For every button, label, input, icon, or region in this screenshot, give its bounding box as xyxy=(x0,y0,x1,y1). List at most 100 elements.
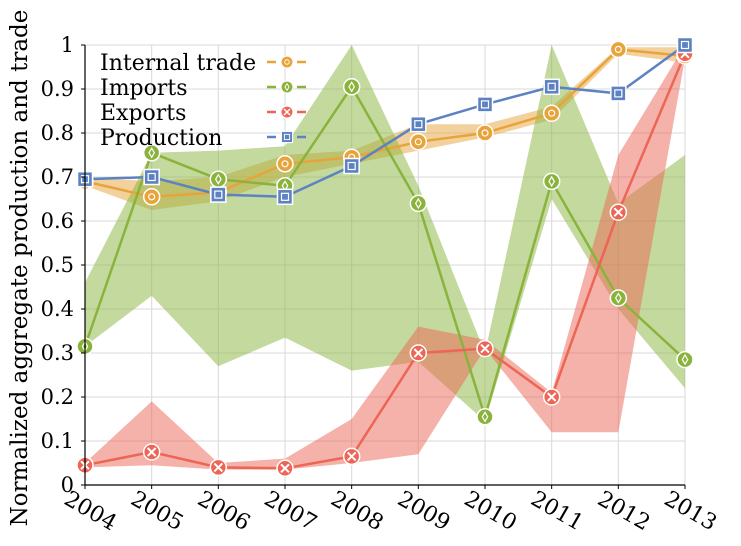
marker-inner xyxy=(280,463,290,473)
legend-marker-internal-trade xyxy=(280,55,294,69)
point-exports xyxy=(409,344,428,362)
x-tick-label: 2007 xyxy=(260,487,321,537)
point-production xyxy=(676,36,694,54)
marker-inner xyxy=(281,160,289,168)
point-production xyxy=(210,186,227,203)
marker-inner xyxy=(614,45,622,54)
marker-inner xyxy=(414,120,423,129)
marker-shape xyxy=(542,104,561,122)
y-tick-label: 0.7 xyxy=(41,165,74,189)
point-internal-trade xyxy=(476,124,494,142)
x-tick-label: 2009 xyxy=(393,487,454,537)
marker-inner xyxy=(346,451,357,462)
marker-shape xyxy=(280,55,294,69)
marker-shape xyxy=(276,188,294,206)
point-exports xyxy=(209,458,228,477)
point-internal-trade xyxy=(542,104,561,122)
marker-inner xyxy=(480,100,490,109)
marker-inner xyxy=(283,133,291,141)
x-tick-label: 2012 xyxy=(593,487,654,537)
marker-inner xyxy=(613,207,624,217)
marker-shape xyxy=(142,188,161,206)
marker-inner xyxy=(214,173,222,185)
point-internal-trade xyxy=(409,133,428,151)
marker-shape xyxy=(210,186,227,203)
line-exports xyxy=(84,53,687,470)
marker-inner xyxy=(280,192,290,201)
point-imports xyxy=(209,170,228,188)
legend-label-internal-trade: Internal trade xyxy=(100,51,256,76)
marker-shape xyxy=(609,289,628,307)
legend-marker-imports xyxy=(280,80,294,94)
point-internal-trade xyxy=(609,40,628,59)
legend-label-production: Production xyxy=(100,126,222,151)
point-production xyxy=(143,168,160,186)
point-internal-trade xyxy=(142,188,161,206)
point-internal-trade xyxy=(276,155,294,173)
marker-inner xyxy=(481,411,489,423)
y-tick-label: 0.8 xyxy=(41,121,74,145)
y-tick-label: 0.6 xyxy=(41,209,74,233)
legend-marker-production xyxy=(280,130,294,144)
legend-label-imports: Imports xyxy=(100,76,188,101)
marker-inner xyxy=(481,129,489,137)
marker-inner xyxy=(547,82,556,91)
x-axis-ticks: 2004 2005 2006 2007 2008 2009 2010 2011 2012 2013 xyxy=(60,485,721,536)
marker-shape xyxy=(343,157,360,175)
marker-shape xyxy=(542,172,561,191)
marker-inner xyxy=(283,108,291,116)
x-tick-label: 2005 xyxy=(126,487,187,537)
marker-shape xyxy=(676,36,694,54)
legend-marker-exports xyxy=(280,105,294,119)
marker-inner xyxy=(548,109,556,117)
marker-shape xyxy=(276,155,294,173)
point-production xyxy=(410,115,427,133)
line-production xyxy=(84,43,686,199)
y-tick-label: 0.5 xyxy=(41,253,74,277)
marker-inner xyxy=(614,89,623,98)
y-tick-label: 0.9 xyxy=(41,77,74,101)
marker-shape xyxy=(476,124,494,142)
point-production xyxy=(276,188,294,206)
y-tick-label: 0.1 xyxy=(41,429,74,453)
legend-label-exports: Exports xyxy=(100,101,186,126)
point-exports xyxy=(142,443,161,461)
x-tick-label: 2013 xyxy=(660,487,721,537)
band-imports xyxy=(85,45,685,422)
point-imports xyxy=(476,408,494,426)
marker-inner xyxy=(548,175,556,188)
marker-inner xyxy=(614,292,622,304)
marker-inner xyxy=(213,462,224,473)
x-tick-label: 2011 xyxy=(526,487,587,537)
x-tick-label: 2010 xyxy=(460,487,521,537)
x-tick-label: 2008 xyxy=(326,487,387,537)
point-imports xyxy=(676,350,694,369)
marker-inner xyxy=(414,138,422,146)
point-imports xyxy=(409,194,428,213)
marker-shape xyxy=(143,168,160,186)
marker-shape xyxy=(609,40,628,59)
series-lines xyxy=(83,43,687,470)
point-production xyxy=(343,157,360,175)
point-exports xyxy=(342,447,361,466)
band-exports xyxy=(85,45,685,470)
point-production xyxy=(476,96,494,113)
y-tick-label: 0.3 xyxy=(41,341,74,365)
marker-shape xyxy=(409,194,428,213)
y-tick-label: 1 xyxy=(61,33,74,57)
marker-inner xyxy=(214,190,223,199)
marker-inner xyxy=(347,161,356,171)
point-imports xyxy=(142,144,161,162)
point-exports xyxy=(276,459,294,478)
marker-inner xyxy=(413,348,424,358)
line-internal-trade xyxy=(84,48,686,199)
marker-inner xyxy=(681,353,689,366)
series-markers xyxy=(76,36,694,478)
marker-inner xyxy=(348,81,356,93)
point-exports xyxy=(542,388,561,406)
y-axis-label: Normalized aggregate production and trad… xyxy=(7,10,33,527)
marker-inner xyxy=(680,40,690,50)
marker-inner xyxy=(148,147,156,159)
marker-shape xyxy=(476,408,494,426)
